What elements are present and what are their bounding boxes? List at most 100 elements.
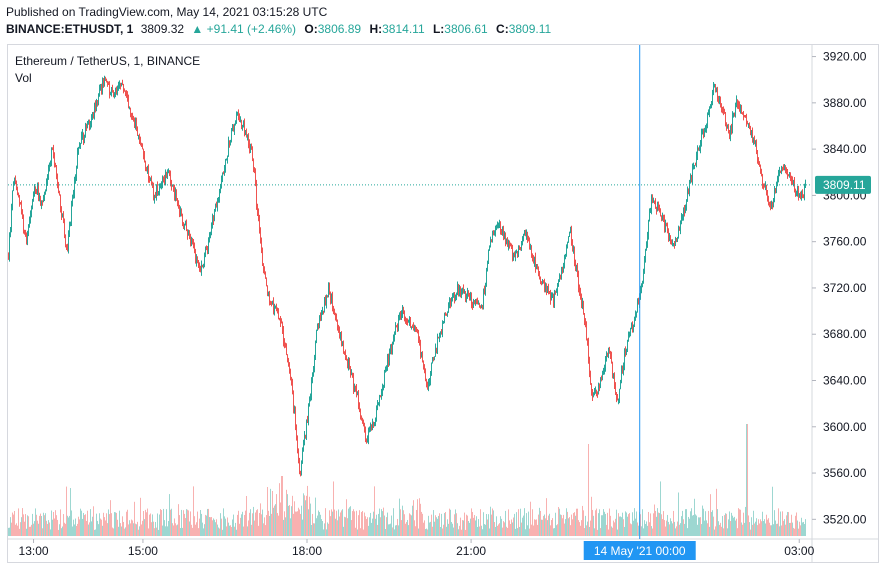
volume-bar	[211, 517, 212, 536]
volume-bar	[652, 528, 653, 536]
volume-bar	[16, 523, 17, 536]
y-tick-label: 3720.00	[823, 281, 867, 295]
volume-bar	[383, 507, 384, 536]
volume-bar	[25, 514, 26, 536]
volume-bar	[422, 513, 423, 536]
volume-bar	[549, 513, 550, 536]
volume-bar	[593, 515, 594, 536]
x-tick-label: 03:00	[784, 544, 814, 558]
volume-bar	[65, 523, 66, 536]
volume-bar	[358, 515, 359, 536]
volume-bar	[34, 521, 35, 536]
volume-bar	[111, 513, 112, 536]
volume-bar	[387, 512, 388, 536]
volume-bar	[256, 510, 257, 536]
volume-bar	[615, 518, 616, 536]
published-note: Published on TradingView.com, May 14, 20…	[6, 5, 328, 19]
volume-bar	[633, 520, 634, 536]
volume-bar	[146, 512, 147, 536]
volume-bar	[378, 513, 379, 536]
volume-bar	[658, 512, 659, 536]
volume-bar	[731, 512, 732, 536]
volume-bar	[362, 510, 363, 536]
volume-bar	[225, 518, 226, 536]
volume-bar	[804, 524, 805, 536]
volume-bar	[737, 528, 738, 536]
volume-bar	[115, 512, 116, 536]
volume-bar	[756, 518, 757, 536]
volume-bar	[796, 512, 797, 536]
volume-bar	[113, 528, 114, 536]
volume-bar	[184, 513, 185, 536]
volume-bar	[48, 520, 49, 536]
volume-bar	[435, 515, 436, 536]
volume-bar	[760, 519, 761, 536]
volume-bar	[668, 521, 669, 536]
volume-bar	[55, 510, 56, 536]
volume-bar	[669, 524, 670, 536]
x-tick-label: 15:00	[128, 544, 158, 558]
volume-bar	[166, 509, 167, 536]
volume-bar	[599, 509, 600, 536]
volume-bar	[421, 511, 422, 536]
volume-bar	[10, 517, 11, 536]
volume-bar	[322, 520, 323, 536]
volume-bar	[529, 528, 530, 536]
volume-bar	[59, 524, 60, 536]
volume-bar	[577, 508, 578, 536]
volume-bar	[88, 524, 89, 536]
volume-bar	[711, 511, 712, 536]
volume-bar	[289, 505, 290, 536]
volume-bar	[758, 519, 759, 536]
volume-bar	[136, 524, 137, 536]
volume-bar	[552, 518, 553, 536]
volume-bar	[790, 522, 791, 536]
volume-bar	[526, 513, 527, 536]
volume-bar	[635, 518, 636, 536]
volume-bar	[480, 509, 481, 536]
symbol-name[interactable]: BINANCE:ETHUSDT, 1	[6, 22, 134, 36]
volume-bar	[300, 513, 301, 536]
volume-bar	[710, 494, 711, 536]
volume-bar	[523, 515, 524, 536]
last-price-badge-label: 3809.11	[823, 178, 866, 192]
volume-bar	[141, 524, 142, 536]
volume-bar	[432, 526, 433, 536]
volume-bar	[98, 524, 99, 536]
volume-bar	[679, 524, 680, 536]
volume-legend[interactable]: Vol	[15, 71, 32, 85]
volume-bar	[407, 519, 408, 536]
volume-bar	[240, 517, 241, 536]
volume-bar	[13, 514, 14, 536]
volume-bar	[712, 510, 713, 536]
volume-bar	[56, 515, 57, 536]
volume-bar	[360, 528, 361, 536]
volume-bar	[551, 519, 552, 536]
volume-bar	[650, 513, 651, 536]
x-tick-label: 18:00	[292, 544, 322, 558]
volume-bar	[18, 508, 19, 536]
chart-legend-title[interactable]: Ethereum / TetherUS, 1, BINANCE	[15, 54, 201, 68]
volume-bar	[203, 528, 204, 536]
volume-bar	[23, 514, 24, 536]
volume-bar	[411, 515, 412, 536]
volume-bar	[248, 520, 249, 536]
volume-bar	[612, 527, 613, 536]
volume-bar	[750, 529, 751, 536]
volume-bar	[100, 518, 101, 536]
volume-bar	[502, 527, 503, 536]
volume-bar	[381, 509, 382, 536]
volume-bar	[241, 514, 242, 536]
volume-bar	[263, 523, 264, 536]
volume-bar	[564, 523, 565, 536]
volume-bar	[325, 508, 326, 536]
volume-bar	[37, 520, 38, 536]
volume-bar	[41, 515, 42, 536]
volume-bar	[297, 511, 298, 536]
volume-bar	[741, 522, 742, 536]
volume-bar	[101, 519, 102, 536]
volume-bar	[259, 512, 260, 536]
volume-bar	[667, 514, 668, 536]
volume-bar	[642, 509, 643, 536]
